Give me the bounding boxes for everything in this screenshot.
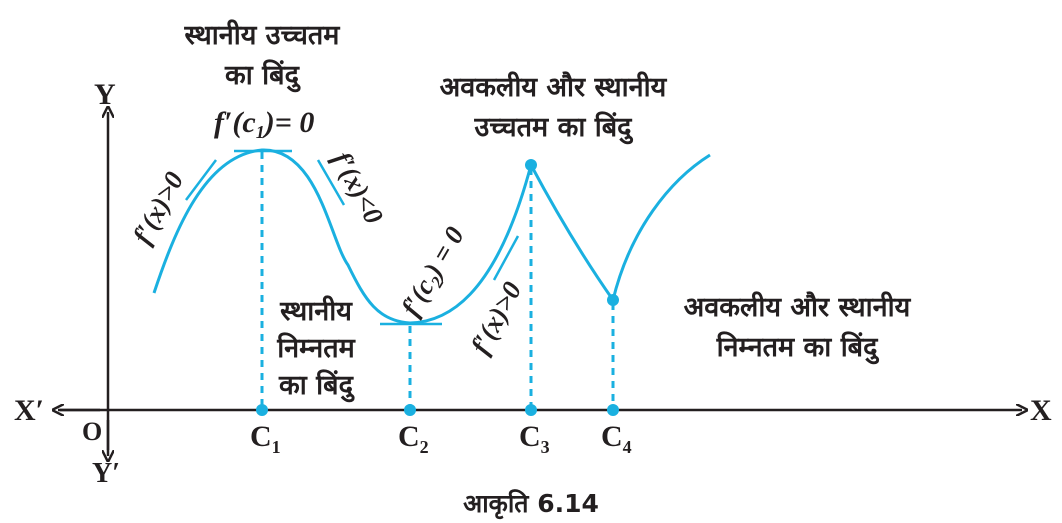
slope-negative: f′(x)<0 <box>327 147 390 229</box>
point-c1-axis <box>256 404 268 416</box>
label-c4: C4 <box>601 420 632 457</box>
x-negative-axis-label: X′ <box>14 394 44 427</box>
nondiff-max-label-line1: अवकलीय और स्थानीय <box>440 71 668 103</box>
label-c1: C1 <box>250 420 281 457</box>
y-negative-axis-label: Y′ <box>92 458 120 489</box>
nondiff-min-label-line1: अवकलीय और स्थानीय <box>684 291 912 323</box>
tangent-increasing-left <box>185 159 217 201</box>
figure-caption: आकृति 6.14 <box>463 489 599 518</box>
origin-label: O <box>82 417 102 446</box>
function-curve-smooth <box>152 148 533 325</box>
local-max-label-line1: स्थानीय उच्चतम <box>184 19 341 51</box>
function-curve-rise <box>529 164 615 301</box>
point-c3-axis <box>525 404 537 416</box>
function-curve-right <box>611 153 711 301</box>
label-c3: C3 <box>519 420 550 457</box>
point-c2-axis <box>404 404 416 416</box>
point-c4-axis <box>607 404 619 416</box>
point-c3-peak <box>525 159 537 171</box>
local-min-label-line2: निम्नतम <box>276 332 355 364</box>
label-c2: C2 <box>398 420 429 457</box>
x-axis-label: X <box>1030 394 1052 427</box>
nondiff-min-label-line2: निम्नतम का बिंदु <box>716 331 880 365</box>
local-min-label-line3: का बिंदु <box>278 369 355 403</box>
slope-positive-left: f′(x)>0 <box>127 166 190 248</box>
point-c4-trough <box>607 294 619 306</box>
local-min-label-line1: स्थानीय <box>279 295 353 327</box>
tangent-decreasing <box>316 159 346 206</box>
y-axis-label: Y <box>94 78 116 111</box>
local-max-label-line2: का बिंदु <box>224 59 301 93</box>
nondiff-max-label-line2: उच्चतम का बिंदु <box>474 111 634 145</box>
tangent-increasing-right <box>492 235 520 281</box>
fc1-equals-zero: f′(c1)= 0 <box>214 106 314 142</box>
fc2-equals-zero: f′(c2) = 0 <box>395 221 473 323</box>
